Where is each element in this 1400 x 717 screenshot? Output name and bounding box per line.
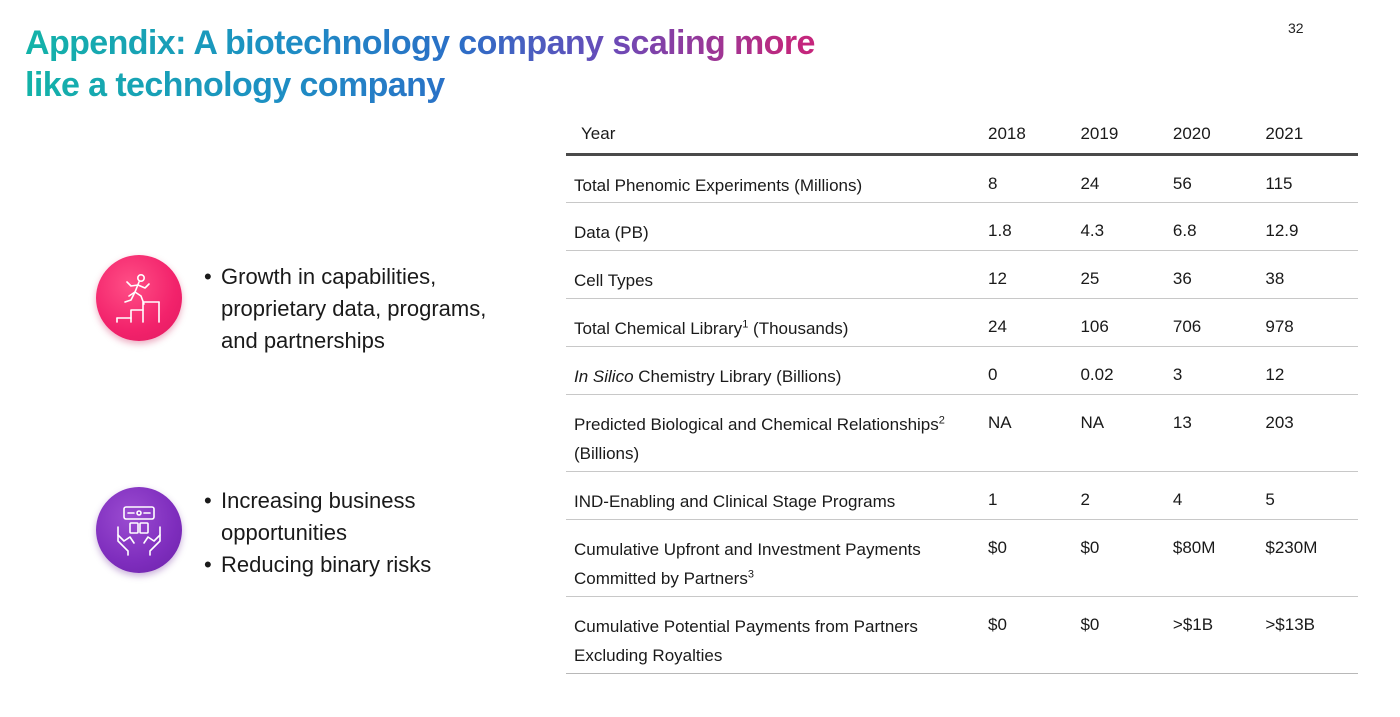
table-cell: $230M	[1265, 519, 1358, 597]
header-year-2018: 2018	[988, 114, 1081, 156]
row-label-text: Predicted Biological and Chemical Relati…	[574, 415, 939, 434]
bullet-binary-risks: Reducing binary risks	[204, 549, 504, 581]
table-row: IND-Enabling and Clinical Stage Programs…	[566, 471, 1358, 520]
row-label-italic: In Silico	[574, 367, 634, 386]
table-header-row: Year 2018 2019 2020 2021	[566, 114, 1358, 156]
table-cell: 12	[988, 250, 1081, 299]
table-row: Predicted Biological and Chemical Relati…	[566, 394, 1358, 472]
table-cell: 8	[988, 154, 1081, 203]
table-cell: 706	[1172, 298, 1266, 347]
table-cell: 13	[1172, 394, 1266, 472]
table-body: Total Phenomic Experiments (Millions) 8 24…	[566, 154, 1358, 674]
person-climbing-steps-icon	[96, 255, 182, 341]
feature-opportunities: Increasing business opportunities Reduci…	[96, 485, 504, 581]
page-number: 32	[1288, 20, 1304, 36]
table-cell: 25	[1080, 250, 1173, 299]
row-label: Cumulative Potential Payments from Partn…	[566, 596, 989, 674]
table-row: Cumulative Potential Payments from Partn…	[566, 596, 1358, 674]
table-cell: 0.02	[1080, 346, 1173, 395]
table-cell: 203	[1265, 394, 1358, 472]
table-row: Total Chemical Library1 (Thousands) 24 106…	[566, 298, 1358, 347]
bullet-opportunities: Increasing business opportunities	[204, 485, 504, 549]
row-label: Total Chemical Library1 (Thousands)	[566, 298, 989, 347]
row-label-suffix: Chemistry Library (Billions)	[633, 367, 842, 386]
row-label-suffix: (Thousands)	[748, 319, 849, 338]
table-row: Cell Types 12 25 36 38	[566, 250, 1358, 299]
page-title: Appendix: A biotechnology company scalin…	[25, 22, 925, 106]
bullet-growth: Growth in capabilities, proprietary data…	[204, 261, 504, 357]
table-cell: 12	[1265, 346, 1358, 395]
row-label: Cell Types	[566, 250, 989, 299]
row-label-text: Cell Types	[574, 271, 654, 290]
table-cell: 5	[1265, 471, 1358, 520]
table-cell: 1	[988, 471, 1081, 520]
footnote-marker: 1	[742, 318, 749, 331]
table-row: Cumulative Upfront and Investment Paymen…	[566, 519, 1358, 597]
table-cell: 106	[1080, 298, 1173, 347]
table-cell: 0	[988, 346, 1081, 395]
header-year-label: Year	[566, 114, 989, 156]
table-row: Total Phenomic Experiments (Millions) 8 24…	[566, 154, 1358, 203]
table-cell: 6.8	[1172, 202, 1266, 251]
table-cell: 36	[1172, 250, 1266, 299]
table-cell: 978	[1265, 298, 1358, 347]
row-label-text: Cumulative Potential Payments from Partn…	[574, 617, 918, 665]
row-label-text: Cumulative Upfront and Investment Paymen…	[574, 540, 921, 588]
table-cell: 2	[1080, 471, 1173, 520]
table-cell: 3	[1172, 346, 1266, 395]
metrics-table-wrapper: Year 2018 2019 2020 2021 Total Phenomic …	[566, 114, 1358, 674]
table-row: In Silico Chemistry Library (Billions) 0 0…	[566, 346, 1358, 395]
row-label-text: Data (PB)	[574, 223, 649, 242]
table-cell: 56	[1172, 154, 1266, 203]
row-label: IND-Enabling and Clinical Stage Programs	[566, 471, 989, 520]
title-line-2: like a technology company	[25, 66, 445, 104]
table-cell: 12.9	[1265, 202, 1358, 251]
title-line-1: Appendix: A biotechnology company scalin…	[25, 24, 815, 62]
row-label: Data (PB)	[566, 202, 989, 251]
row-label-text: IND-Enabling and Clinical Stage Programs	[574, 492, 896, 511]
header-year-2021: 2021	[1265, 114, 1358, 156]
feature-growth: Growth in capabilities, proprietary data…	[96, 255, 504, 357]
table-cell: $0	[1080, 519, 1173, 597]
table-cell: $0	[1080, 596, 1173, 674]
feature-growth-bullets: Growth in capabilities, proprietary data…	[204, 261, 504, 357]
header-year-2020: 2020	[1172, 114, 1266, 156]
feature-opportunities-bullets: Increasing business opportunities Reduci…	[204, 485, 504, 581]
footnote-marker: 2	[938, 414, 945, 427]
header-year-2019: 2019	[1080, 114, 1173, 156]
table-cell: >$13B	[1265, 596, 1358, 674]
table-cell: 24	[1080, 154, 1173, 203]
table-cell: NA	[988, 394, 1081, 472]
table-cell: 4.3	[1080, 202, 1173, 251]
row-label: Total Phenomic Experiments (Millions)	[566, 154, 989, 203]
hands-holding-screen-icon	[96, 487, 182, 573]
footnote-marker: 3	[747, 568, 754, 581]
row-label: Predicted Biological and Chemical Relati…	[566, 394, 989, 472]
table-cell: >$1B	[1172, 596, 1266, 674]
table-cell: $0	[988, 596, 1081, 674]
table-cell: 38	[1265, 250, 1358, 299]
table-cell: 115	[1265, 154, 1358, 203]
table-row: Data (PB) 1.8 4.3 6.8 12.9	[566, 202, 1358, 251]
row-label: Cumulative Upfront and Investment Paymen…	[566, 519, 989, 597]
table-cell: $80M	[1172, 519, 1266, 597]
table-cell: $0	[988, 519, 1081, 597]
table-cell: 24	[988, 298, 1081, 347]
row-label: In Silico Chemistry Library (Billions)	[566, 346, 989, 395]
row-label-text: Total Phenomic Experiments (Millions)	[574, 176, 863, 195]
table-cell: 1.8	[988, 202, 1081, 251]
row-label-suffix: (Billions)	[574, 444, 640, 463]
metrics-table: Year 2018 2019 2020 2021 Total Phenomic …	[566, 114, 1358, 674]
row-label-text: Total Chemical Library	[574, 319, 743, 338]
table-cell: 4	[1172, 471, 1266, 520]
table-cell: NA	[1080, 394, 1173, 472]
